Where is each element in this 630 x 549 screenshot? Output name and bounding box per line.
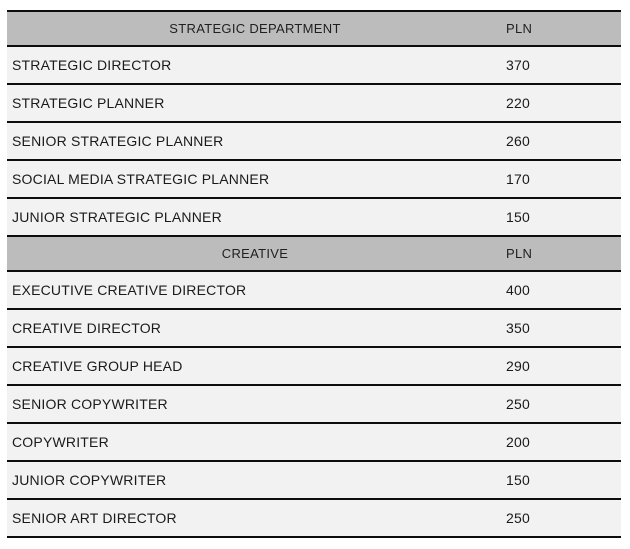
table-row: EXECUTIVE CREATIVE DIRECTOR 400 xyxy=(7,272,621,310)
role-label: COPYWRITER xyxy=(12,434,109,450)
table-row: JUNIOR COPYWRITER 150 xyxy=(7,462,621,500)
table-row: COPYWRITER 200 xyxy=(7,424,621,462)
table-row: SENIOR ART DIRECTOR 250 xyxy=(7,500,621,538)
table-row: SOCIAL MEDIA STRATEGIC PLANNER 170 xyxy=(7,161,621,199)
role-label: JUNIOR STRATEGIC PLANNER xyxy=(12,209,222,225)
currency-column-header: PLN xyxy=(506,246,533,261)
table-row: SENIOR STRATEGIC PLANNER 260 xyxy=(7,123,621,161)
table-row: CREATIVE DIRECTOR 350 xyxy=(7,310,621,348)
role-label: SENIOR STRATEGIC PLANNER xyxy=(12,133,224,149)
section-header-creative: CREATIVE PLN xyxy=(7,237,621,272)
rate-value: 150 xyxy=(506,472,530,488)
section-title: STRATEGIC DEPARTMENT xyxy=(169,21,341,36)
rate-value: 290 xyxy=(506,358,530,374)
role-label: SOCIAL MEDIA STRATEGIC PLANNER xyxy=(12,171,270,187)
role-label: EXECUTIVE CREATIVE DIRECTOR xyxy=(12,282,247,298)
table-row: STRATEGIC PLANNER 220 xyxy=(7,85,621,123)
rate-value: 370 xyxy=(506,57,530,73)
role-label: SENIOR ART DIRECTOR xyxy=(12,510,177,526)
role-label: SENIOR COPYWRITER xyxy=(12,396,168,412)
table-row: JUNIOR STRATEGIC PLANNER 150 xyxy=(7,199,621,237)
rate-value: 220 xyxy=(506,95,530,111)
role-label: CREATIVE GROUP HEAD xyxy=(12,358,183,374)
currency-column-header: PLN xyxy=(506,21,533,36)
section-title: CREATIVE xyxy=(221,246,289,261)
role-label: CREATIVE DIRECTOR xyxy=(12,320,162,336)
section-header-strategic-department: STRATEGIC DEPARTMENT PLN xyxy=(7,12,621,47)
rate-card-table: STRATEGIC DEPARTMENT PLN STRATEGIC DIREC… xyxy=(7,10,621,538)
rate-value: 400 xyxy=(506,282,530,298)
rate-value: 260 xyxy=(506,133,530,149)
rate-value: 350 xyxy=(506,320,530,336)
role-label: STRATEGIC PLANNER xyxy=(12,95,165,111)
role-label: JUNIOR COPYWRITER xyxy=(12,472,167,488)
table-row: STRATEGIC DIRECTOR 370 xyxy=(7,47,621,85)
rate-value: 150 xyxy=(506,209,530,225)
rate-value: 200 xyxy=(506,434,530,450)
role-label: STRATEGIC DIRECTOR xyxy=(12,57,172,73)
rate-value: 170 xyxy=(506,171,530,187)
rate-value: 250 xyxy=(506,396,530,412)
table-row: CREATIVE GROUP HEAD 290 xyxy=(7,348,621,386)
rate-value: 250 xyxy=(506,510,530,526)
table-row: SENIOR COPYWRITER 250 xyxy=(7,386,621,424)
